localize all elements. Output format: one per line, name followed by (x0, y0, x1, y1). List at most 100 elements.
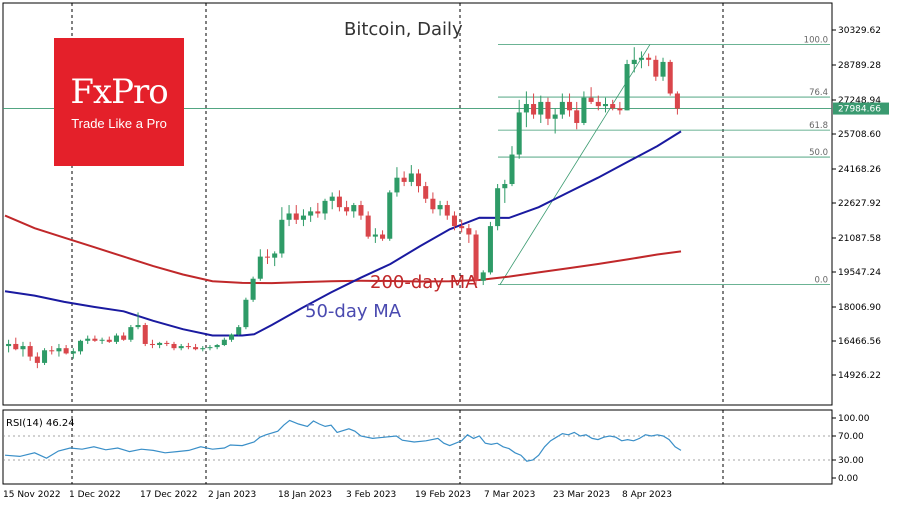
y-tick-label: 18006.90 (838, 303, 881, 313)
candle-body (27, 346, 33, 357)
y-tick-label: 14926.22 (838, 371, 881, 381)
candle-body (531, 104, 537, 115)
candle-body (315, 211, 321, 214)
axis-layer: 15 Nov 2022 1 Dec 2022 17 Dec 2022 2 Jan 20… (3, 26, 889, 500)
candle-body (502, 184, 508, 189)
x-tick-label: 18 Jan 2023 (278, 490, 332, 500)
candle-body (365, 215, 371, 237)
candle-body (264, 256, 271, 258)
logo-tagline: Trade Like a Pro (71, 116, 167, 131)
candle-body (624, 64, 630, 111)
candle-body (574, 110, 580, 123)
candle-body (516, 112, 522, 155)
candle-body (164, 342, 170, 344)
candle-body (128, 327, 134, 340)
candle-body (42, 350, 48, 363)
candle-body (308, 211, 314, 216)
grid-layer (2, 2, 833, 485)
candle-body (466, 228, 472, 235)
fib-level-label: 61.8 (809, 121, 828, 131)
candle-body (372, 234, 378, 237)
x-tick-label: 2 Jan 2023 (208, 490, 256, 500)
candle-body (257, 256, 263, 279)
rsi-tick-label: 0.00 (838, 474, 858, 484)
candle-body (394, 177, 400, 193)
candle-body (13, 343, 19, 350)
candle-body (178, 346, 184, 349)
candle-body (293, 213, 299, 220)
candle-body (6, 343, 12, 347)
candle-body (545, 101, 551, 119)
candle-body (229, 334, 235, 340)
fib-level-label: 0.0 (814, 276, 828, 286)
candle-body (149, 343, 155, 346)
candle-body (322, 200, 328, 214)
candle-body (401, 177, 407, 182)
ma50-annotation: 50-day MA (305, 301, 402, 322)
candle-body (286, 213, 292, 220)
moving-average-layer (4, 130, 682, 337)
candle-body (495, 188, 501, 227)
candle-body (99, 339, 105, 341)
x-tick-label: 15 Nov 2022 (3, 490, 61, 500)
candle-body (236, 327, 242, 335)
rsi-tick-label: 100.00 (838, 414, 870, 424)
candle-body (250, 278, 256, 300)
ma200-annotation: 200-day MA (370, 272, 478, 293)
candle-body (480, 272, 486, 281)
candle-body (559, 101, 565, 115)
candle-body (358, 205, 364, 216)
rsi-pane-frame (2, 409, 833, 485)
candle-body (638, 57, 644, 60)
candle-body (588, 97, 594, 102)
candle-body (113, 335, 119, 342)
candle-body (56, 348, 62, 352)
candle-body (85, 338, 91, 341)
candle-body (243, 299, 249, 328)
y-tick-label: 25708.60 (838, 130, 881, 140)
candle-body (142, 325, 148, 344)
candle-body (200, 348, 206, 350)
x-tick-label: 17 Dec 2022 (140, 490, 198, 500)
rsi-layer (3, 419, 832, 462)
candle-body (408, 173, 414, 182)
candle-body (34, 356, 40, 363)
x-tick-label: 7 Mar 2023 (484, 490, 535, 500)
candle-body (444, 205, 450, 216)
candle-body (646, 57, 652, 60)
y-tick-label: 21087.58 (838, 234, 881, 244)
candle-body (351, 205, 357, 212)
candle-body (509, 154, 515, 185)
candle-body (451, 215, 457, 227)
candle-body (214, 345, 220, 348)
candle-body (459, 226, 465, 229)
x-tick-label: 23 Mar 2023 (553, 490, 610, 500)
candles-layer (6, 47, 680, 369)
fibonacci-layer: 100.0 76.4 61.8 50.0 0.0 (3, 35, 832, 286)
candle-body (193, 347, 199, 350)
candle-body (157, 342, 163, 346)
candle-body (121, 335, 127, 340)
candle-body (77, 340, 84, 352)
candle-body (185, 346, 191, 348)
y-tick-label: 19547.24 (838, 268, 881, 278)
candle-body (631, 59, 637, 65)
candle-body (329, 196, 335, 201)
y-tick-label: 27248.94 (838, 96, 881, 106)
y-tick-label: 24168.26 (838, 165, 881, 175)
x-tick-label: 19 Feb 2023 (415, 490, 471, 500)
candle-body (221, 339, 227, 346)
logo-name: FxPro (70, 72, 168, 112)
candle-body (300, 215, 306, 220)
y-tick-label: 16466.56 (838, 337, 881, 347)
candle-body (336, 196, 342, 208)
candle-body (380, 234, 386, 239)
candle-body (581, 97, 587, 123)
candle-body (538, 101, 544, 115)
x-tick-label: 3 Feb 2023 (346, 490, 396, 500)
y-tick-label: 28789.28 (838, 61, 881, 71)
candle-body (552, 114, 558, 119)
candle-body (610, 104, 616, 109)
